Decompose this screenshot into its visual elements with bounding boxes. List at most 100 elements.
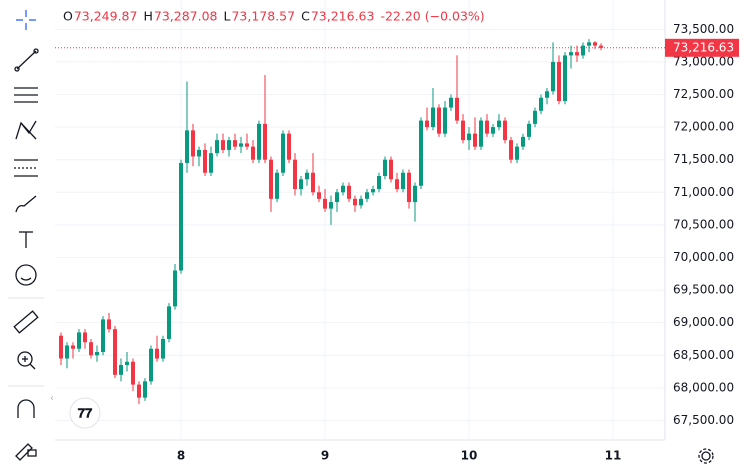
candle-body — [371, 189, 375, 193]
candle-body — [401, 172, 405, 190]
candle-body — [137, 384, 141, 398]
candle-body — [143, 381, 147, 398]
candle-body — [509, 140, 513, 160]
brush-tool[interactable] — [15, 195, 37, 213]
candle-body — [317, 192, 321, 199]
candle-body — [179, 162, 183, 271]
crosshair-tool[interactable] — [16, 10, 36, 30]
candle-body — [269, 159, 273, 199]
candle-body — [533, 110, 537, 124]
candle-body — [365, 192, 369, 199]
last-price-box — [665, 38, 739, 57]
candle-body — [221, 140, 225, 150]
candle-body — [95, 352, 99, 356]
candle-body — [353, 198, 357, 206]
candle-body — [575, 52, 579, 56]
logo[interactable] — [69, 397, 101, 429]
candle-body — [119, 365, 123, 375]
candle-body — [263, 123, 267, 160]
candle-body — [449, 97, 453, 108]
candle-body — [131, 361, 135, 385]
candle-body — [203, 149, 207, 173]
candle-body — [515, 146, 519, 160]
text-tool[interactable] — [19, 231, 33, 248]
candle-body — [413, 185, 417, 203]
candle-body — [209, 153, 213, 173]
magnet-tool[interactable] — [17, 399, 35, 418]
candle-body — [491, 127, 495, 134]
candle-body — [377, 176, 381, 190]
legend-value: 73,249.87 — [74, 9, 138, 24]
candle-body — [521, 136, 525, 147]
candle-body — [425, 120, 429, 128]
y-tick-label: 72,500.00 — [673, 87, 734, 101]
toolbar: ‹ — [8, 10, 54, 461]
candle-body — [125, 361, 129, 366]
candle-body — [437, 107, 441, 134]
candle-body — [443, 107, 447, 134]
fib-tool[interactable] — [14, 87, 38, 103]
candle-body — [71, 345, 75, 349]
y-tick-label: 71,500.00 — [673, 152, 734, 166]
trendline-tool[interactable] — [14, 48, 39, 72]
lock-tool[interactable] — [15, 443, 37, 461]
logo-text: 𝟕𝟕 — [78, 407, 93, 422]
candle-body — [473, 133, 477, 147]
collapse-arrow[interactable]: ‹ — [50, 393, 54, 404]
y-tick-label: 69,000.00 — [673, 315, 734, 329]
candle-body — [581, 45, 585, 56]
y-tick-label: 68,000.00 — [673, 380, 734, 394]
candle-body — [503, 120, 507, 141]
y-tick-label: 71,000.00 — [673, 185, 734, 199]
candle-body — [329, 202, 333, 209]
emoji-tool[interactable] — [15, 264, 37, 286]
candle-body — [161, 338, 165, 359]
candle-body — [257, 123, 261, 160]
candle-body — [293, 159, 297, 190]
y-tick-label: 72,000.00 — [673, 120, 734, 134]
candle-body — [233, 140, 237, 147]
candle-body — [239, 143, 243, 147]
candle-body — [359, 198, 363, 206]
candle-body — [557, 61, 561, 102]
candle-body — [305, 172, 309, 180]
candle-body — [299, 179, 303, 190]
candle-body — [83, 332, 87, 343]
candle-body — [455, 97, 459, 121]
candle-body — [545, 91, 549, 98]
legend-key: L — [224, 9, 231, 24]
candle-body — [599, 45, 603, 48]
y-tick-label: 70,500.00 — [673, 217, 734, 231]
candle-body — [587, 42, 591, 46]
y-tick-label: 73,000.00 — [673, 54, 734, 68]
ruler-tool[interactable] — [13, 310, 39, 334]
pattern-tool[interactable] — [15, 120, 37, 140]
candle-body — [593, 42, 597, 46]
candle-body — [155, 348, 159, 359]
candle-body — [59, 335, 63, 359]
y-tick-label: 68,500.00 — [673, 348, 734, 362]
candle-body — [107, 319, 111, 330]
x-tick-label: 10 — [461, 449, 478, 463]
legend-key: H — [143, 9, 152, 24]
candle-body — [395, 179, 399, 190]
candle-body — [407, 172, 411, 203]
settings[interactable] — [698, 448, 714, 464]
last-price-label: 73,216.63 — [673, 40, 734, 54]
zoom-tool[interactable] — [17, 351, 36, 370]
candle-body — [77, 332, 81, 349]
candle-body — [149, 348, 153, 382]
forecast-tool[interactable] — [14, 159, 38, 177]
legend-key: O — [63, 9, 73, 24]
candle-body — [227, 140, 231, 150]
y-tick-label: 70,000.00 — [673, 250, 734, 264]
candle-body — [173, 270, 177, 307]
candle-body — [251, 146, 255, 160]
candle-body — [245, 143, 249, 147]
candle-body — [65, 345, 69, 359]
candle-body — [275, 172, 279, 199]
candle-body — [281, 133, 285, 173]
candle-body — [185, 130, 189, 163]
legend-value: 73,178.57 — [231, 9, 295, 24]
